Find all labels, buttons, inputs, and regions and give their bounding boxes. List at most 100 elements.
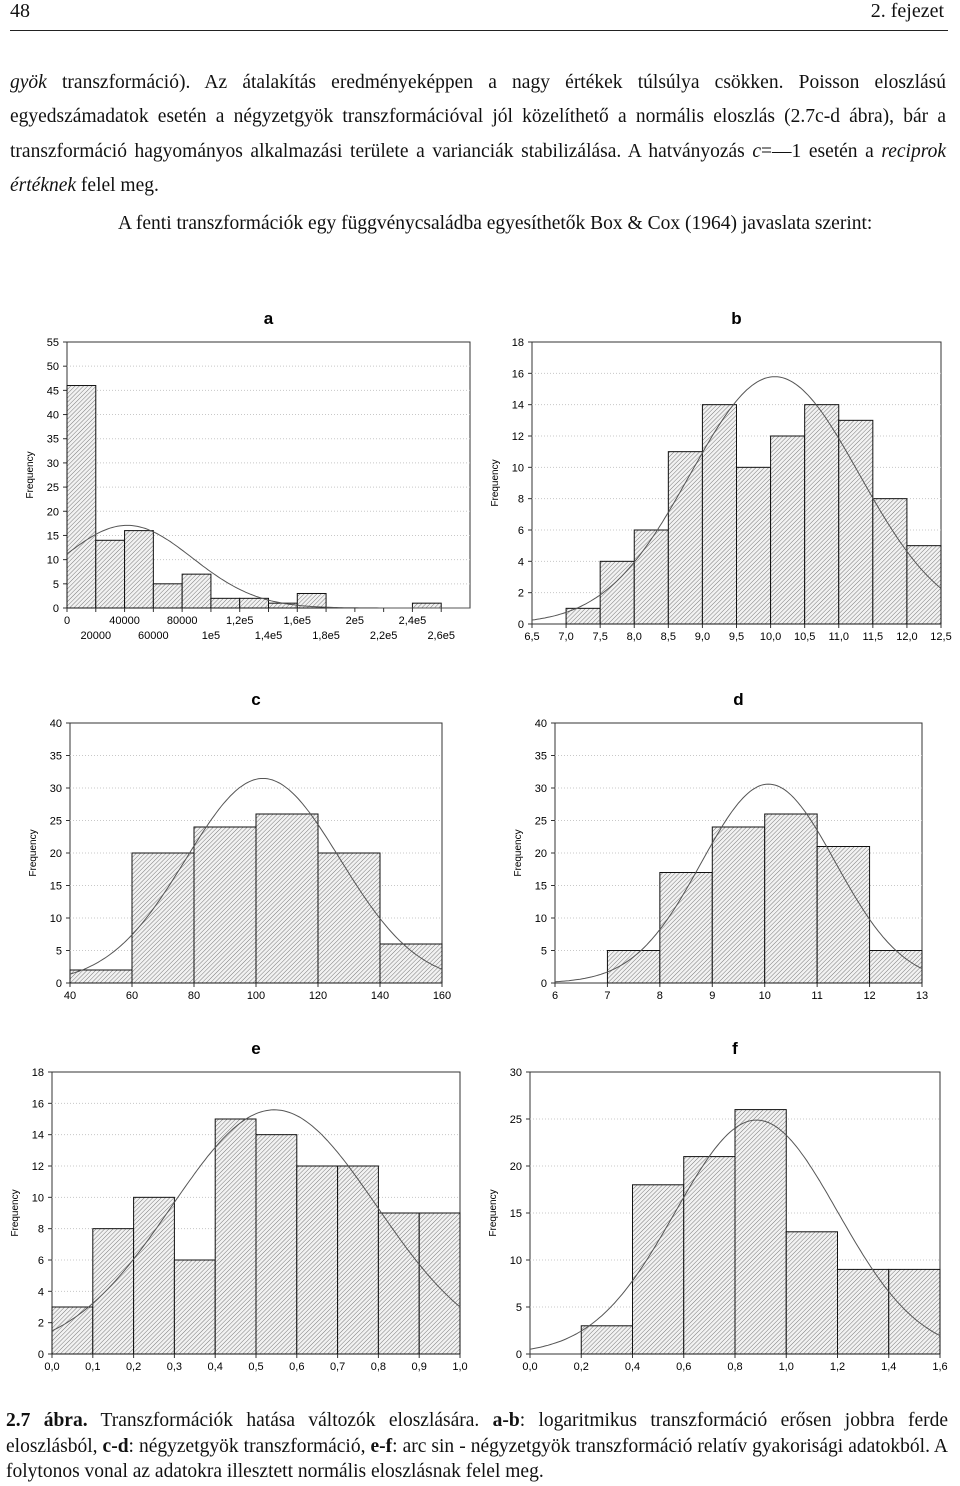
y-tick-label: 30 (510, 1067, 522, 1079)
caption-label: 2.7 ábra. (6, 1410, 88, 1431)
x-tick-label: 7 (604, 990, 610, 1002)
y-tick-label: 5 (53, 579, 59, 591)
x-tick-label: 0,2 (574, 1361, 589, 1373)
normal-fit-curve (531, 376, 942, 621)
histogram-bar (816, 846, 871, 984)
histogram-bar (268, 602, 298, 609)
x-tick-label: 8,5 (661, 631, 676, 643)
histogram-svg: e 0 2 4 6 8 10 12 14 16 18 Frequency 0,0 0,1 0,2 0,3 0,4… (10, 1039, 468, 1373)
x-tick-label: 0,8 (371, 1361, 386, 1373)
normal-fit-curve (51, 1109, 461, 1332)
y-tick-label: 8 (38, 1224, 44, 1236)
x-tick-label: 160 (433, 990, 451, 1002)
figure-caption: 2.7 ábra. Transzformációk hatása változó… (6, 1408, 948, 1485)
histogram-bar (95, 539, 126, 609)
x-tick-label: 6 (552, 990, 558, 1002)
text-italic: gyök (10, 72, 47, 93)
x-tick-label: 120 (309, 990, 327, 1002)
x-tick-label: 40000 (109, 615, 140, 627)
x-tick-label: 1,4e5 (255, 630, 283, 642)
x-tick-label: 0,4 (625, 1361, 640, 1373)
y-tick-label: 45 (47, 385, 59, 397)
x-tick-label: 0,0 (44, 1361, 59, 1373)
y-tick-label: 0 (38, 1349, 44, 1361)
x-tick-label: 1,2e5 (226, 615, 254, 627)
histogram-bar (764, 813, 818, 984)
y-tick-label: 20 (510, 1161, 522, 1173)
x-tick-label: 140 (371, 990, 389, 1002)
histogram-bar (837, 1268, 890, 1355)
y-tick-label: 5 (56, 946, 62, 958)
caption-key: e-f (370, 1435, 393, 1457)
y-tick-label: 0 (518, 619, 524, 631)
histogram-svg: a 0 5 10 15 20 25 30 35 40 45 50 55 Frequency 0 40000 80… (25, 309, 471, 642)
histogram-bar (296, 592, 327, 609)
text-run: Transzformációk hatása változók eloszlás… (87, 1410, 493, 1431)
y-tick-label: 14 (512, 400, 524, 412)
x-tick-label: 12 (863, 990, 875, 1002)
x-tick-label: 1,2 (830, 1361, 845, 1373)
y-tick-label: 0 (516, 1349, 522, 1361)
histogram-f: f 0 5 10 15 20 25 30 Frequency 0,0 0,2 0,4 0,6 0,8 1,0… (484, 1028, 956, 1380)
histogram-b: b 0 2 4 6 8 10 12 14 16 18 Frequency 6,5 7,0 7,5 8,0 8,5… (484, 298, 956, 652)
chart-title: e (251, 1039, 260, 1058)
histogram-bar (701, 404, 738, 625)
caption-key: c-d (102, 1435, 129, 1457)
text-run: transzformáció). Az átalakítás eredménye… (10, 72, 946, 162)
normal-fit-curve (69, 778, 443, 975)
x-tick-label: 0,2 (126, 1361, 141, 1373)
x-tick-label: 2,6e5 (427, 630, 455, 642)
x-tick-label: 60 (126, 990, 138, 1002)
histogram-bar (869, 950, 923, 984)
histogram-bar (770, 435, 806, 625)
histogram-bar (92, 1228, 135, 1355)
histogram-bar (152, 583, 183, 609)
y-tick-label: 15 (47, 530, 59, 542)
histogram-bar (317, 852, 381, 984)
chart-title: a (264, 309, 274, 328)
y-tick-label: 10 (535, 913, 547, 925)
y-tick-label: 10 (510, 1255, 522, 1267)
x-tick-label: 10,0 (760, 631, 781, 643)
histogram-d: d 0 5 10 15 20 25 30 35 40 Frequency 6 7 8 9 10 11 12 13 (500, 683, 940, 1009)
y-tick-label: 10 (512, 462, 524, 474)
x-tick-label: 1,4 (881, 1361, 896, 1373)
x-tick-label: 11,0 (828, 631, 849, 643)
x-tick-label: 0,8 (727, 1361, 742, 1373)
x-tick-label: 0,9 (412, 1361, 427, 1373)
histogram-bar (173, 1259, 216, 1355)
chart-title: f (732, 1039, 738, 1058)
histogram-bar (734, 1109, 787, 1355)
y-tick-label: 12 (32, 1161, 44, 1173)
y-tick-label: 50 (47, 361, 59, 373)
y-tick-label: 20 (47, 506, 59, 518)
histogram-bar (377, 1212, 420, 1355)
x-tick-label: 10 (759, 990, 771, 1002)
x-tick-label: 1,0 (779, 1361, 794, 1373)
caption-key: a-b (492, 1410, 520, 1431)
y-tick-label: 6 (518, 525, 524, 537)
y-tick-label: 14 (32, 1130, 44, 1142)
y-tick-label: 5 (541, 946, 547, 958)
histogram-bar (418, 1212, 461, 1355)
y-tick-label: 40 (50, 718, 62, 730)
histogram-bar (66, 385, 97, 609)
y-tick-label: 15 (50, 881, 62, 893)
text-run: felel meg. (76, 174, 159, 196)
x-tick-label: 1e5 (202, 630, 220, 642)
x-tick-label: 10,5 (794, 631, 815, 643)
y-tick-label: 4 (38, 1286, 44, 1298)
y-axis-label: Frequency (488, 1189, 499, 1236)
chart-title: b (731, 309, 741, 328)
x-tick-label: 6,5 (524, 631, 539, 643)
histogram-bar (838, 419, 874, 625)
y-tick-label: 8 (518, 494, 524, 506)
histogram-bar (133, 1196, 175, 1355)
histogram-bar (124, 530, 154, 609)
text-run: A fenti transzformációk egy függvénycsal… (118, 213, 873, 234)
x-tick-label: 80000 (167, 615, 198, 627)
y-tick-label: 16 (32, 1098, 44, 1110)
x-tick-label: 11,5 (863, 631, 884, 643)
histogram-bar (804, 404, 840, 625)
normal-fit-curve (66, 524, 470, 609)
